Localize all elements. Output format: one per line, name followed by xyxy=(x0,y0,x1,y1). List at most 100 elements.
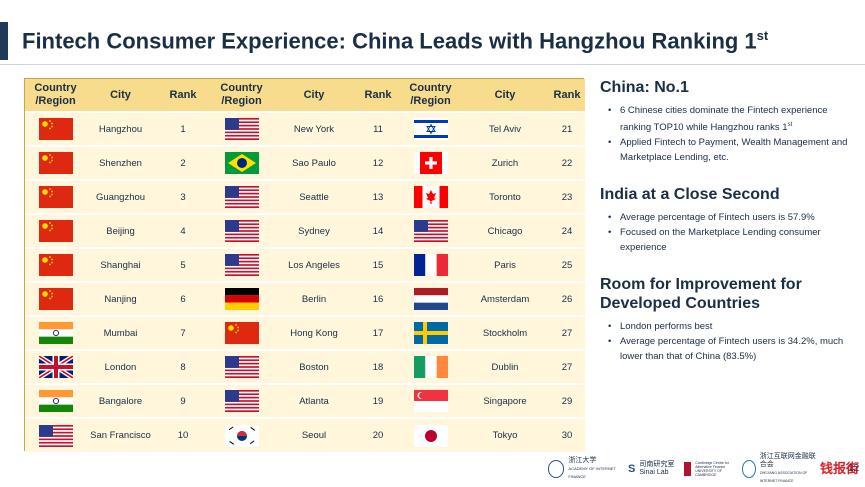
city-cell: Shenzhen xyxy=(86,145,155,180)
rank-cell: 3 xyxy=(155,179,211,214)
rank-cell: 11 xyxy=(356,111,400,146)
section-india: India at a Close Second Average percenta… xyxy=(600,185,850,255)
rank-cell: 27 xyxy=(549,315,585,350)
rank-cell: 19 xyxy=(356,383,400,418)
city-cell: Bangalore xyxy=(86,383,155,418)
country-cell xyxy=(400,281,461,316)
city-cell: Berlin xyxy=(272,281,356,316)
header-country-region: Country /Region xyxy=(400,79,461,112)
title-bar: Fintech Consumer Experience: China Leads… xyxy=(0,22,865,60)
singapore-flag xyxy=(413,390,448,412)
sinai-lab-logo: S 司南研究室 Sinai Lab xyxy=(628,461,675,476)
japan-flag xyxy=(413,424,448,447)
bullet-item: Focused on the Marketplace Lending consu… xyxy=(600,225,850,255)
section-developed: Room for Improvement for Developed Count… xyxy=(600,275,850,364)
usa-flag xyxy=(224,390,259,412)
israel-flag xyxy=(413,118,448,140)
city-cell: Dublin xyxy=(461,349,549,384)
country-cell xyxy=(211,349,272,384)
country-cell xyxy=(400,213,461,248)
table-row: Guangzhou 3 Seattle 13 Toronto 23 xyxy=(25,179,585,214)
city-cell: Los Angeles xyxy=(272,247,356,282)
city-cell: Tel Aviv xyxy=(461,111,549,146)
country-cell xyxy=(211,383,272,418)
switzerland-flag xyxy=(413,152,448,174)
china-flag xyxy=(38,220,73,242)
rank-cell: 7 xyxy=(155,315,211,350)
rank-cell: 15 xyxy=(356,247,400,282)
city-cell: Stockholm xyxy=(461,315,549,350)
rank-cell: 30 xyxy=(549,417,585,452)
city-cell: Amsterdam xyxy=(461,281,549,316)
ranking-table: Country /Region City Rank Country /Region Ci… xyxy=(24,78,585,452)
uk-flag xyxy=(38,356,73,378)
rank-cell: 6 xyxy=(155,281,211,316)
brazil-flag xyxy=(224,152,259,174)
city-cell: Nanjing xyxy=(86,281,155,316)
header-rank: Rank xyxy=(155,79,211,112)
country-cell xyxy=(211,315,272,350)
country-cell xyxy=(400,247,461,282)
rank-cell: 24 xyxy=(549,213,585,248)
country-cell xyxy=(400,315,461,350)
country-cell xyxy=(211,145,272,180)
country-cell xyxy=(25,349,86,384)
zju-aif-logo: 浙江大学 ACADEMY OF INTERNET FINANCE xyxy=(548,457,628,481)
table-row: Mumbai 7 Hong Kong 17 Stockholm 27 xyxy=(25,315,585,350)
usa-flag xyxy=(38,424,73,447)
country-cell xyxy=(400,349,461,384)
country-cell xyxy=(211,417,272,452)
city-cell: Mumbai xyxy=(86,315,155,350)
country-cell xyxy=(400,179,461,214)
rank-cell: 5 xyxy=(155,247,211,282)
country-cell xyxy=(211,213,272,248)
country-cell xyxy=(400,417,461,452)
city-cell: Boston xyxy=(272,349,356,384)
city-cell: Hong Kong xyxy=(272,315,356,350)
canada-flag xyxy=(413,186,448,208)
rank-cell: 26 xyxy=(549,281,585,316)
header-country-region: Country /Region xyxy=(25,79,86,112)
bullet-item: Applied Fintech to Payment, Wealth Manag… xyxy=(600,135,850,165)
section-china: China: No.1 6 Chinese cities dominate th… xyxy=(600,78,850,165)
rank-cell: 2 xyxy=(155,145,211,180)
china-flag xyxy=(38,152,73,174)
country-cell xyxy=(400,383,461,418)
city-cell: Beijing xyxy=(86,213,155,248)
country-cell xyxy=(211,179,272,214)
country-cell xyxy=(25,145,86,180)
rank-cell: 4 xyxy=(155,213,211,248)
city-cell: Seoul xyxy=(272,417,356,452)
rank-cell: 18 xyxy=(356,349,400,384)
china-flag xyxy=(38,288,73,310)
rank-cell: 16 xyxy=(356,281,400,316)
country-cell xyxy=(25,247,86,282)
rank-cell: 23 xyxy=(549,179,585,214)
city-cell: Guangzhou xyxy=(86,179,155,214)
rank-cell: 8 xyxy=(155,349,211,384)
france-flag xyxy=(413,254,448,276)
title-accent-bar xyxy=(0,22,8,60)
usa-flag xyxy=(413,220,448,242)
bullet-list: Average percentage of Fintech users is 5… xyxy=(600,210,850,255)
city-cell: Chicago xyxy=(461,213,549,248)
zhejiang-association-logo: 浙江互联网金融联合会 ZHEJIANG ASSOCIATION OF INTERN… xyxy=(742,453,820,485)
rank-cell: 12 xyxy=(356,145,400,180)
country-cell xyxy=(25,179,86,214)
city-cell: Singapore xyxy=(461,383,549,418)
rank-cell: 21 xyxy=(549,111,585,146)
header-city: City xyxy=(461,79,549,112)
rank-cell: 20 xyxy=(356,417,400,452)
rank-cell: 14 xyxy=(356,213,400,248)
country-cell xyxy=(25,213,86,248)
city-cell: New York xyxy=(272,111,356,146)
usa-flag xyxy=(224,118,259,140)
header-rank: Rank xyxy=(549,79,585,112)
city-cell: Paris xyxy=(461,247,549,282)
usa-flag xyxy=(224,254,259,276)
rank-cell: 9 xyxy=(155,383,211,418)
rank-cell: 27 xyxy=(549,349,585,384)
country-cell xyxy=(25,111,86,146)
country-cell xyxy=(25,315,86,350)
india-flag xyxy=(38,322,73,344)
